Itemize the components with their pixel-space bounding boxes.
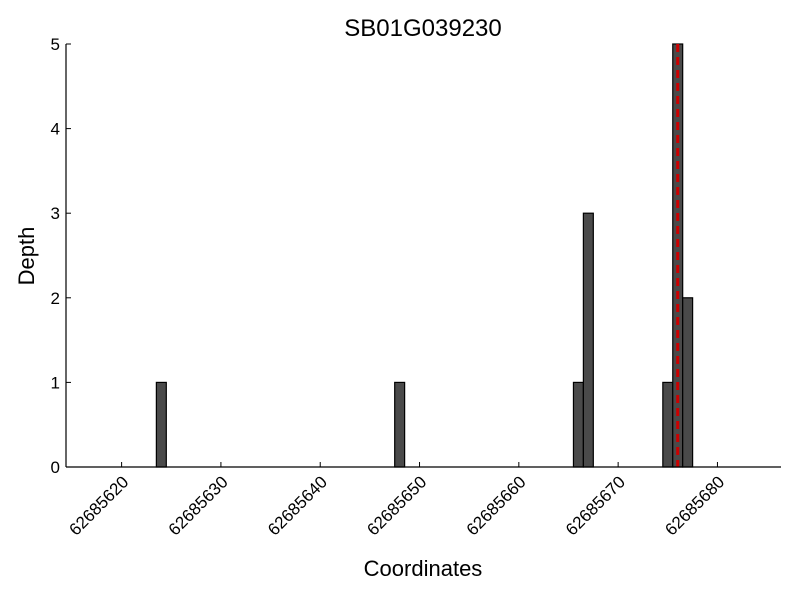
x-tick-label-0: 62685620 bbox=[66, 472, 133, 539]
y-tick-label-1: 1 bbox=[51, 373, 60, 392]
x-tick-label-2: 62685640 bbox=[264, 472, 331, 539]
axes-layer bbox=[65, 44, 781, 468]
y-tick-label-0: 0 bbox=[51, 458, 60, 477]
x-tick-label-3: 62685650 bbox=[363, 472, 430, 539]
y-tick-label-4: 4 bbox=[51, 120, 60, 139]
bar-6 bbox=[682, 297, 694, 468]
x-tick-label-4: 62685660 bbox=[463, 472, 530, 539]
bar-4 bbox=[662, 381, 674, 468]
bar-0 bbox=[155, 381, 167, 468]
bar-2 bbox=[572, 381, 584, 468]
y-tick-label-3: 3 bbox=[51, 204, 60, 223]
x-tick-label-5: 62685670 bbox=[562, 472, 629, 539]
x-tick-label-1: 62685630 bbox=[165, 472, 232, 539]
y-tick-label-5: 5 bbox=[51, 35, 60, 54]
y-tick-label-2: 2 bbox=[51, 289, 60, 308]
chart-title: SB01G039230 bbox=[344, 15, 501, 42]
bar-1 bbox=[394, 381, 406, 468]
bars-layer bbox=[155, 43, 694, 468]
bar-3 bbox=[582, 212, 594, 468]
x-axis-label: Coordinates bbox=[364, 556, 483, 581]
ticks-layer: 0 1 2 3 4 5 62685620 62685630 62685640 62685650 62… bbox=[51, 35, 729, 539]
y-axis-label: Depth bbox=[14, 227, 39, 286]
x-tick-label-6: 62685680 bbox=[661, 472, 728, 539]
